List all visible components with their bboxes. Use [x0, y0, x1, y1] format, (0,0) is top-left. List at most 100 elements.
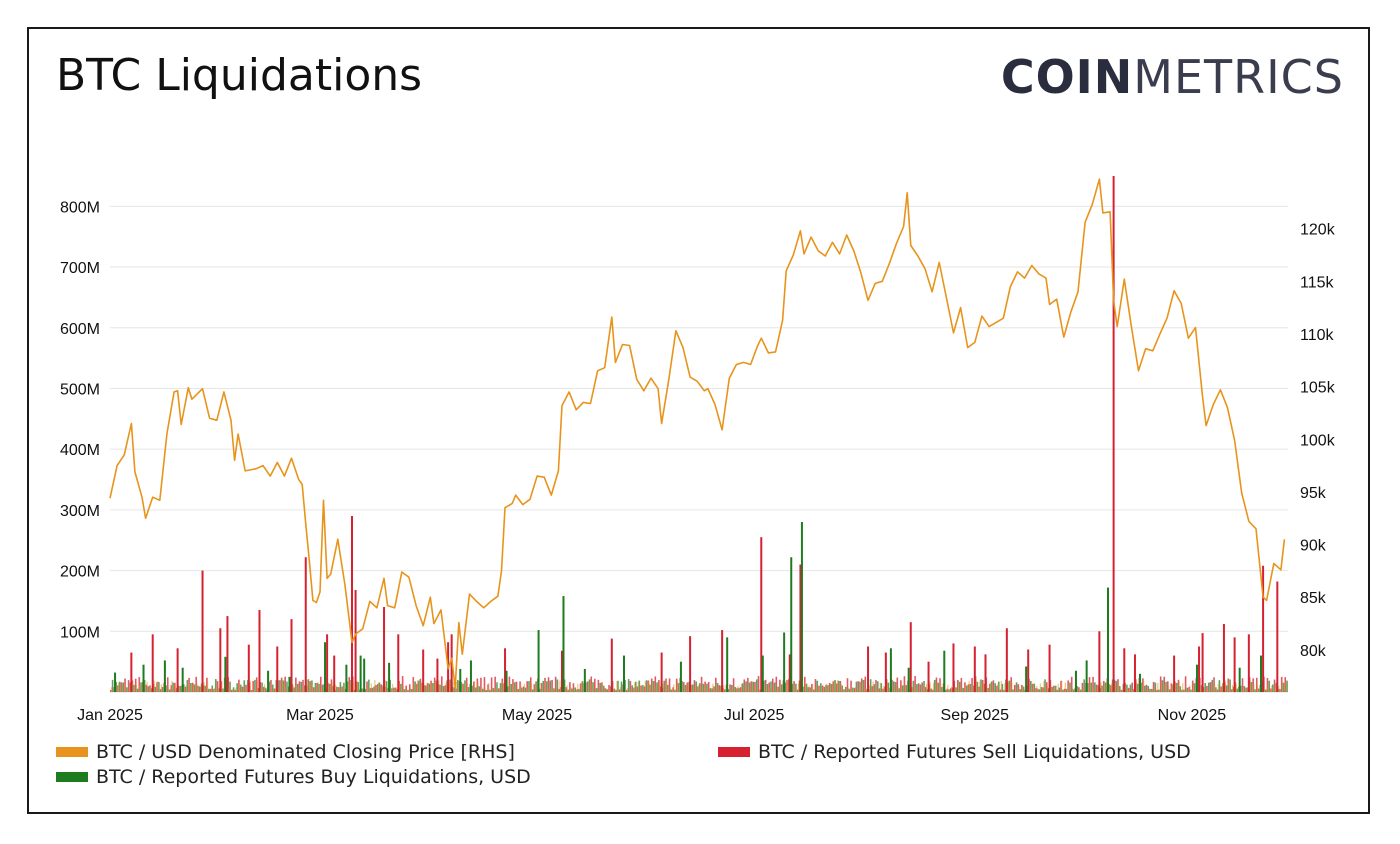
minor-sell-bar — [739, 687, 742, 692]
minor-sell-bar — [825, 684, 827, 692]
buy-liquidation-bar — [1260, 655, 1263, 692]
minor-price-bar — [580, 682, 582, 692]
minor-sell-bar — [1110, 685, 1112, 692]
minor-price-bar — [295, 686, 298, 692]
y-left-tick-label: 300M — [60, 503, 100, 520]
buy-liquidation-bar — [889, 648, 892, 692]
minor-buy-bar — [556, 679, 559, 692]
buy-liquidation-bar — [1085, 660, 1088, 692]
minor-buy-bar — [1225, 685, 1228, 692]
minor-buy-bar — [538, 688, 541, 692]
minor-buy-bar — [627, 679, 630, 692]
minor-sell-bar — [394, 687, 397, 692]
minor-buy-bar — [652, 681, 655, 692]
minor-price-bar — [210, 688, 212, 692]
minor-sell-bar — [686, 682, 689, 692]
minor-price-bar — [1021, 686, 1024, 692]
minor-buy-bar — [1165, 681, 1167, 692]
minor-buy-bar — [1204, 682, 1206, 692]
minor-sell-bar — [1255, 677, 1258, 692]
minor-sell-bar — [989, 683, 991, 692]
sell-liquidation-bar — [151, 634, 154, 692]
buy-liquidation-bar — [163, 660, 166, 692]
minor-buy-bar — [649, 684, 651, 692]
minor-sell-bar — [640, 685, 642, 692]
minor-sell-bar — [405, 685, 407, 692]
minor-sell-bar — [430, 680, 432, 692]
minor-sell-bar — [1213, 677, 1215, 692]
minor-buy-bar — [375, 684, 377, 692]
minor-buy-bar — [1154, 682, 1157, 692]
minor-price-bar — [317, 682, 319, 692]
minor-buy-bar — [830, 684, 833, 692]
minor-price-bar — [349, 683, 351, 692]
minor-sell-bar — [964, 682, 966, 692]
minor-buy-bar — [606, 689, 609, 692]
minor-price-bar — [626, 687, 629, 692]
minor-sell-bar — [416, 683, 418, 692]
minor-buy-bar — [1186, 687, 1189, 692]
minor-buy-bar — [428, 683, 431, 692]
sell-liquidation-bar — [1112, 176, 1115, 692]
minor-price-bar — [484, 688, 486, 692]
minor-price-bar — [961, 687, 963, 692]
minor-price-bar — [1253, 683, 1255, 692]
sell-liquidation-bar — [952, 643, 955, 692]
minor-buy-bar — [279, 680, 281, 692]
minor-buy-bar — [524, 687, 527, 692]
minor-sell-bar — [330, 679, 333, 692]
minor-buy-bar — [873, 684, 876, 692]
minor-price-bar — [637, 681, 639, 692]
minor-buy-bar — [232, 687, 235, 692]
minor-sell-bar — [992, 680, 995, 692]
minor-sell-bar — [497, 688, 500, 692]
minor-buy-bar — [126, 687, 128, 692]
minor-buy-bar — [699, 683, 701, 692]
minor-price-bar — [416, 680, 419, 692]
minor-price-bar — [1043, 681, 1045, 692]
minor-buy-bar — [389, 679, 391, 692]
minor-buy-bar — [531, 689, 534, 692]
minor-price-bar — [327, 684, 330, 692]
legend-sell-label: BTC / Reported Futures Sell Liquidations… — [758, 741, 1191, 763]
minor-sell-bar — [1117, 679, 1119, 692]
minor-sell-bar — [668, 678, 671, 692]
legend-sell-swatch — [718, 747, 750, 757]
minor-sell-bar — [473, 681, 475, 692]
minor-price-bar — [495, 688, 497, 692]
minor-sell-bar — [490, 677, 493, 692]
minor-buy-bar — [980, 679, 982, 692]
buy-liquidation-bar — [783, 632, 786, 692]
minor-price-bar — [605, 689, 607, 692]
minor-buy-bar — [168, 689, 171, 692]
minor-buy-bar — [1254, 689, 1256, 692]
minor-sell-bar — [743, 679, 746, 692]
minor-sell-bar — [1120, 689, 1123, 692]
minor-price-bar — [865, 688, 867, 692]
minor-sell-bar — [263, 686, 265, 692]
minor-price-bar — [132, 680, 134, 692]
minor-buy-bar — [962, 688, 964, 692]
y-left-tick-label: 100M — [60, 624, 100, 641]
minor-price-bar — [826, 683, 828, 692]
minor-price-bar — [900, 685, 903, 692]
y-right-tick-label: 120k — [1300, 222, 1336, 239]
minor-price-bar — [466, 683, 468, 692]
y-right-tick-label: 105k — [1300, 380, 1336, 397]
minor-sell-bar — [864, 676, 867, 692]
minor-sell-bar — [337, 687, 340, 692]
minor-sell-bar — [298, 681, 301, 692]
minor-price-bar — [730, 689, 732, 692]
minor-buy-bar — [745, 681, 747, 692]
minor-sell-bar — [1184, 676, 1187, 692]
minor-price-bar — [634, 682, 636, 692]
minor-sell-bar — [270, 680, 272, 692]
minor-price-bar — [552, 688, 554, 692]
minor-buy-bar — [617, 680, 619, 692]
minor-buy-bar — [809, 687, 811, 692]
minor-price-bar — [740, 684, 743, 692]
minor-buy-bar — [115, 681, 117, 692]
minor-buy-bar — [748, 682, 751, 692]
minor-buy-bar — [1015, 682, 1018, 692]
minor-sell-bar — [1102, 681, 1105, 692]
